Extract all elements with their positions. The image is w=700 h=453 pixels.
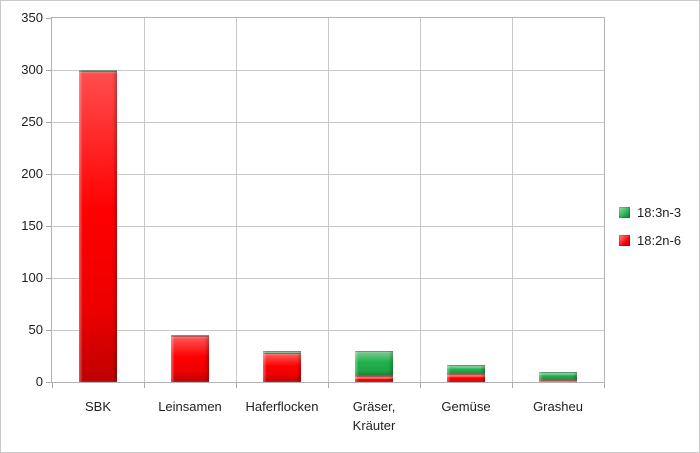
y-axis-tick xyxy=(46,17,51,19)
bar-segment xyxy=(355,375,393,382)
x-axis-label: Gräser, Kräuter xyxy=(352,399,396,433)
x-axis-tick xyxy=(419,383,421,388)
x-axis-tick xyxy=(51,383,53,388)
y-axis: 0 50 100 150 200 250 300 350 xyxy=(1,10,43,389)
x-axis-tick xyxy=(511,383,513,388)
bar-segment xyxy=(447,373,485,382)
y-tick-label: 200 xyxy=(21,166,43,181)
x-axis-tick xyxy=(327,383,329,388)
legend-label: 18:3n-3 xyxy=(637,205,682,220)
legend-label: 18:2n-6 xyxy=(637,233,682,248)
legend-swatch-icon xyxy=(619,207,630,218)
bar-segment xyxy=(263,352,301,382)
legend: 18:3n-3 18:2n-6 xyxy=(619,206,681,262)
y-axis-tick xyxy=(46,173,51,175)
x-axis-label: Gemüse xyxy=(441,399,491,414)
legend-item: 18:3n-3 xyxy=(619,206,681,219)
y-tick-label: 250 xyxy=(21,114,43,129)
y-axis-tick xyxy=(46,381,51,383)
y-axis-tick xyxy=(46,277,51,279)
category-separator xyxy=(235,18,237,382)
legend-swatch-icon xyxy=(619,235,630,246)
bar-segment xyxy=(263,350,301,353)
category-separator xyxy=(143,18,145,382)
bar-segment xyxy=(79,71,117,382)
category-separator xyxy=(419,18,421,382)
x-axis: SBK Leinsamen Haferflocken Gräser, Kräuter G… xyxy=(52,397,604,435)
x-axis-label: Leinsamen xyxy=(158,399,222,414)
x-axis-tick xyxy=(235,383,237,388)
bar-segment xyxy=(355,350,393,376)
y-tick-label: 0 xyxy=(35,374,43,389)
plot-area xyxy=(51,17,605,383)
y-axis-tick xyxy=(46,121,51,123)
y-axis-tick xyxy=(46,225,51,227)
y-tick-label: 300 xyxy=(21,62,43,77)
x-axis-label: Grasheu xyxy=(533,399,583,414)
x-axis-label: Haferflocken xyxy=(245,399,319,414)
y-axis-tick xyxy=(46,329,51,331)
bar-segment xyxy=(171,336,209,382)
y-tick-label: 100 xyxy=(21,270,43,285)
x-axis-tick xyxy=(143,383,145,388)
y-tick-label: 350 xyxy=(21,10,43,25)
category-separator xyxy=(327,18,329,382)
bar-segment xyxy=(539,371,577,380)
x-axis-label: SBK xyxy=(84,399,111,414)
bar-segment xyxy=(447,365,485,374)
bar-segment xyxy=(171,335,209,337)
bar-segment xyxy=(79,70,117,72)
bar-segment xyxy=(539,379,577,382)
y-tick-label: 150 xyxy=(21,218,43,233)
x-axis-tick xyxy=(603,383,605,388)
y-tick-label: 50 xyxy=(28,322,43,337)
legend-item: 18:2n-6 xyxy=(619,234,681,247)
category-separator xyxy=(511,18,513,382)
y-axis-tick xyxy=(46,69,51,71)
